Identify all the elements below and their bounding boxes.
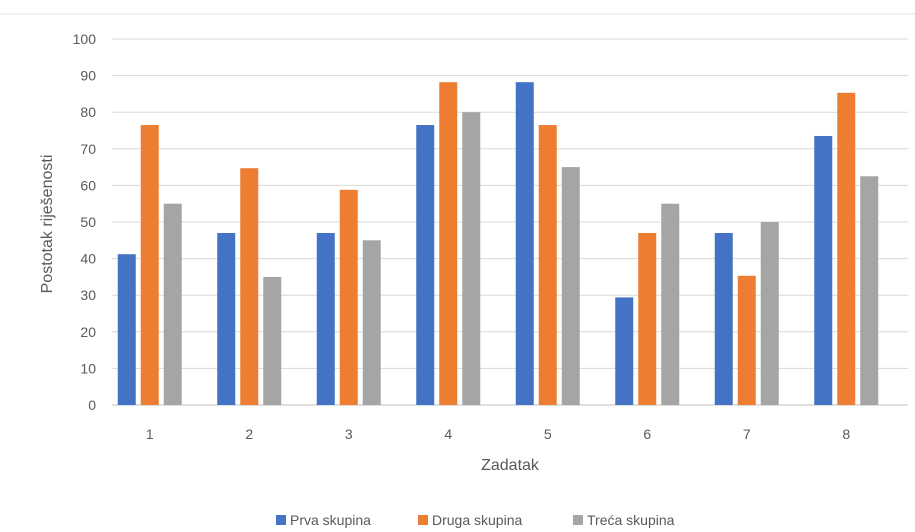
bar	[217, 232, 236, 405]
bar	[737, 275, 756, 405]
bar	[339, 189, 358, 405]
y-tick-label: 0	[88, 397, 96, 413]
bar	[661, 203, 680, 405]
x-tick-label: 1	[146, 426, 154, 442]
legend-swatch	[573, 515, 583, 525]
x-tick-label: 7	[743, 426, 751, 442]
legend-label: Treća skupina	[587, 512, 675, 528]
legend-swatch	[418, 515, 428, 525]
bar	[638, 232, 657, 405]
bar	[439, 82, 458, 406]
bar	[140, 125, 159, 405]
x-tick-label: 3	[345, 426, 353, 442]
legend-label: Prva skupina	[290, 512, 371, 528]
legend-swatch	[276, 515, 286, 525]
x-tick-label: 8	[842, 426, 850, 442]
x-tick-label: 6	[643, 426, 651, 442]
x-tick-label: 5	[544, 426, 552, 442]
x-tick-label: 2	[245, 426, 253, 442]
y-tick-label: 100	[73, 31, 97, 47]
bar	[240, 168, 259, 405]
legend-label: Druga skupina	[432, 512, 522, 528]
y-tick-label: 60	[80, 177, 96, 193]
x-axis-tick-labels: 1 2 3 4 5 6 7 8	[146, 426, 851, 442]
bar	[837, 92, 856, 405]
bar	[760, 222, 779, 405]
y-tick-label: 90	[80, 68, 96, 84]
bar	[538, 125, 557, 405]
y-tick-label: 30	[80, 287, 96, 303]
y-tick-label: 40	[80, 251, 96, 267]
x-axis-title: Zadatak	[481, 457, 540, 474]
bar	[416, 125, 435, 405]
bar	[316, 232, 335, 405]
bar	[860, 176, 879, 405]
bar	[362, 240, 381, 405]
bar	[263, 276, 282, 405]
bar	[814, 135, 833, 406]
y-axis-title: Postotak riješenosti	[39, 155, 56, 294]
bar	[117, 254, 136, 405]
x-tick-label: 4	[444, 426, 452, 442]
y-tick-label: 80	[80, 104, 96, 120]
y-tick-label: 20	[80, 324, 96, 340]
bars	[117, 82, 879, 406]
bar	[163, 203, 182, 405]
y-tick-label: 50	[80, 214, 96, 230]
y-tick-label: 70	[80, 141, 96, 157]
bar	[615, 297, 634, 405]
bar	[515, 82, 534, 406]
y-axis-tick-labels: 0 10 20 30 40 50 60 70 80 90 100	[73, 31, 97, 413]
bar	[714, 232, 733, 405]
bar	[561, 167, 580, 405]
y-tick-label: 10	[80, 360, 96, 376]
bar	[462, 112, 481, 405]
legend: Prva skupina Druga skupina Treća skupina	[276, 512, 675, 528]
